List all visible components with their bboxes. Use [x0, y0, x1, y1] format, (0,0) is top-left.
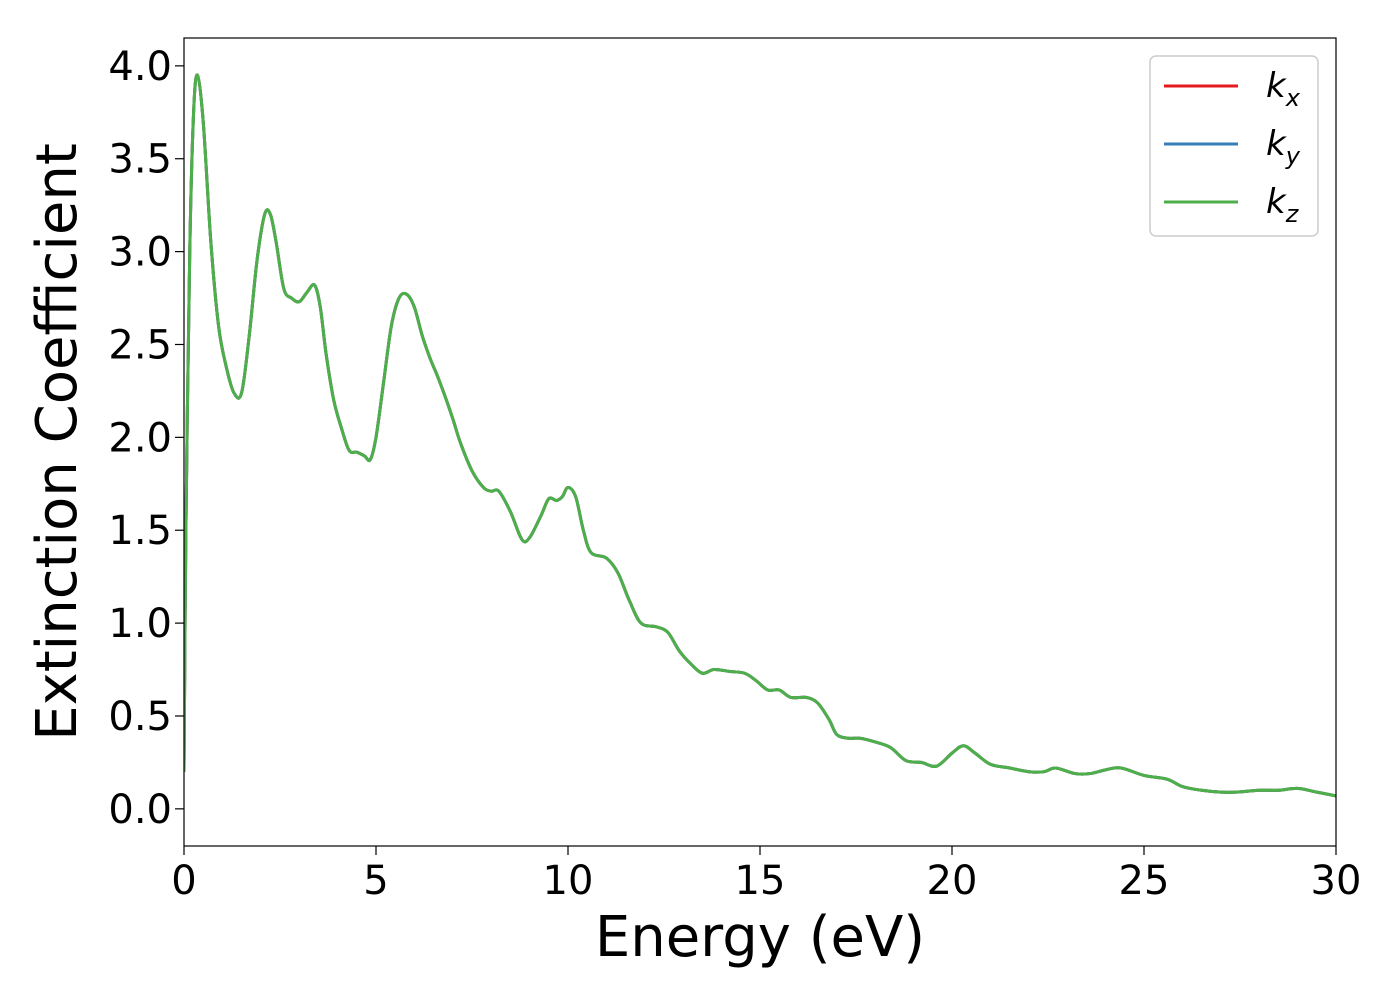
- x-axis-label: Energy (eV): [595, 905, 925, 970]
- x-tick-label: 20: [927, 858, 978, 904]
- y-axis-ticks: 0.0 0.5 1.0 1.5 2.0 2.5 3.0 3.5 4.0: [108, 44, 184, 833]
- x-tick-label: 25: [1119, 858, 1170, 904]
- y-tick-label: 4.0: [108, 44, 172, 90]
- legend: kx ky kz: [1149, 55, 1319, 237]
- x-tick-label: 30: [1311, 858, 1362, 904]
- legend-label-kx: kx: [1266, 66, 1301, 112]
- y-tick-label: 2.0: [108, 415, 172, 461]
- y-tick-label: 0.5: [108, 694, 172, 740]
- x-tick-label: 0: [171, 858, 196, 904]
- x-axis-ticks: 0 5 10 15 20 25 30: [171, 846, 1361, 904]
- y-axis-label: Extinction Coefficient: [25, 143, 90, 741]
- x-tick-label: 15: [735, 858, 786, 904]
- y-tick-label: 2.5: [108, 322, 172, 368]
- legend-box: [1149, 55, 1319, 237]
- y-tick-label: 1.5: [108, 508, 172, 554]
- series-line-kz: [184, 73, 1336, 798]
- x-tick-label: 5: [363, 858, 388, 904]
- legend-label-kz: kz: [1266, 182, 1300, 228]
- y-tick-label: 3.0: [108, 230, 172, 276]
- y-tick-label: 0.0: [108, 787, 172, 833]
- legend-label-ky: ky: [1266, 124, 1301, 170]
- y-tick-label: 3.5: [108, 137, 172, 183]
- plot-lines: [184, 73, 1336, 798]
- x-tick-label: 10: [543, 858, 594, 904]
- y-tick-label: 1.0: [108, 601, 172, 647]
